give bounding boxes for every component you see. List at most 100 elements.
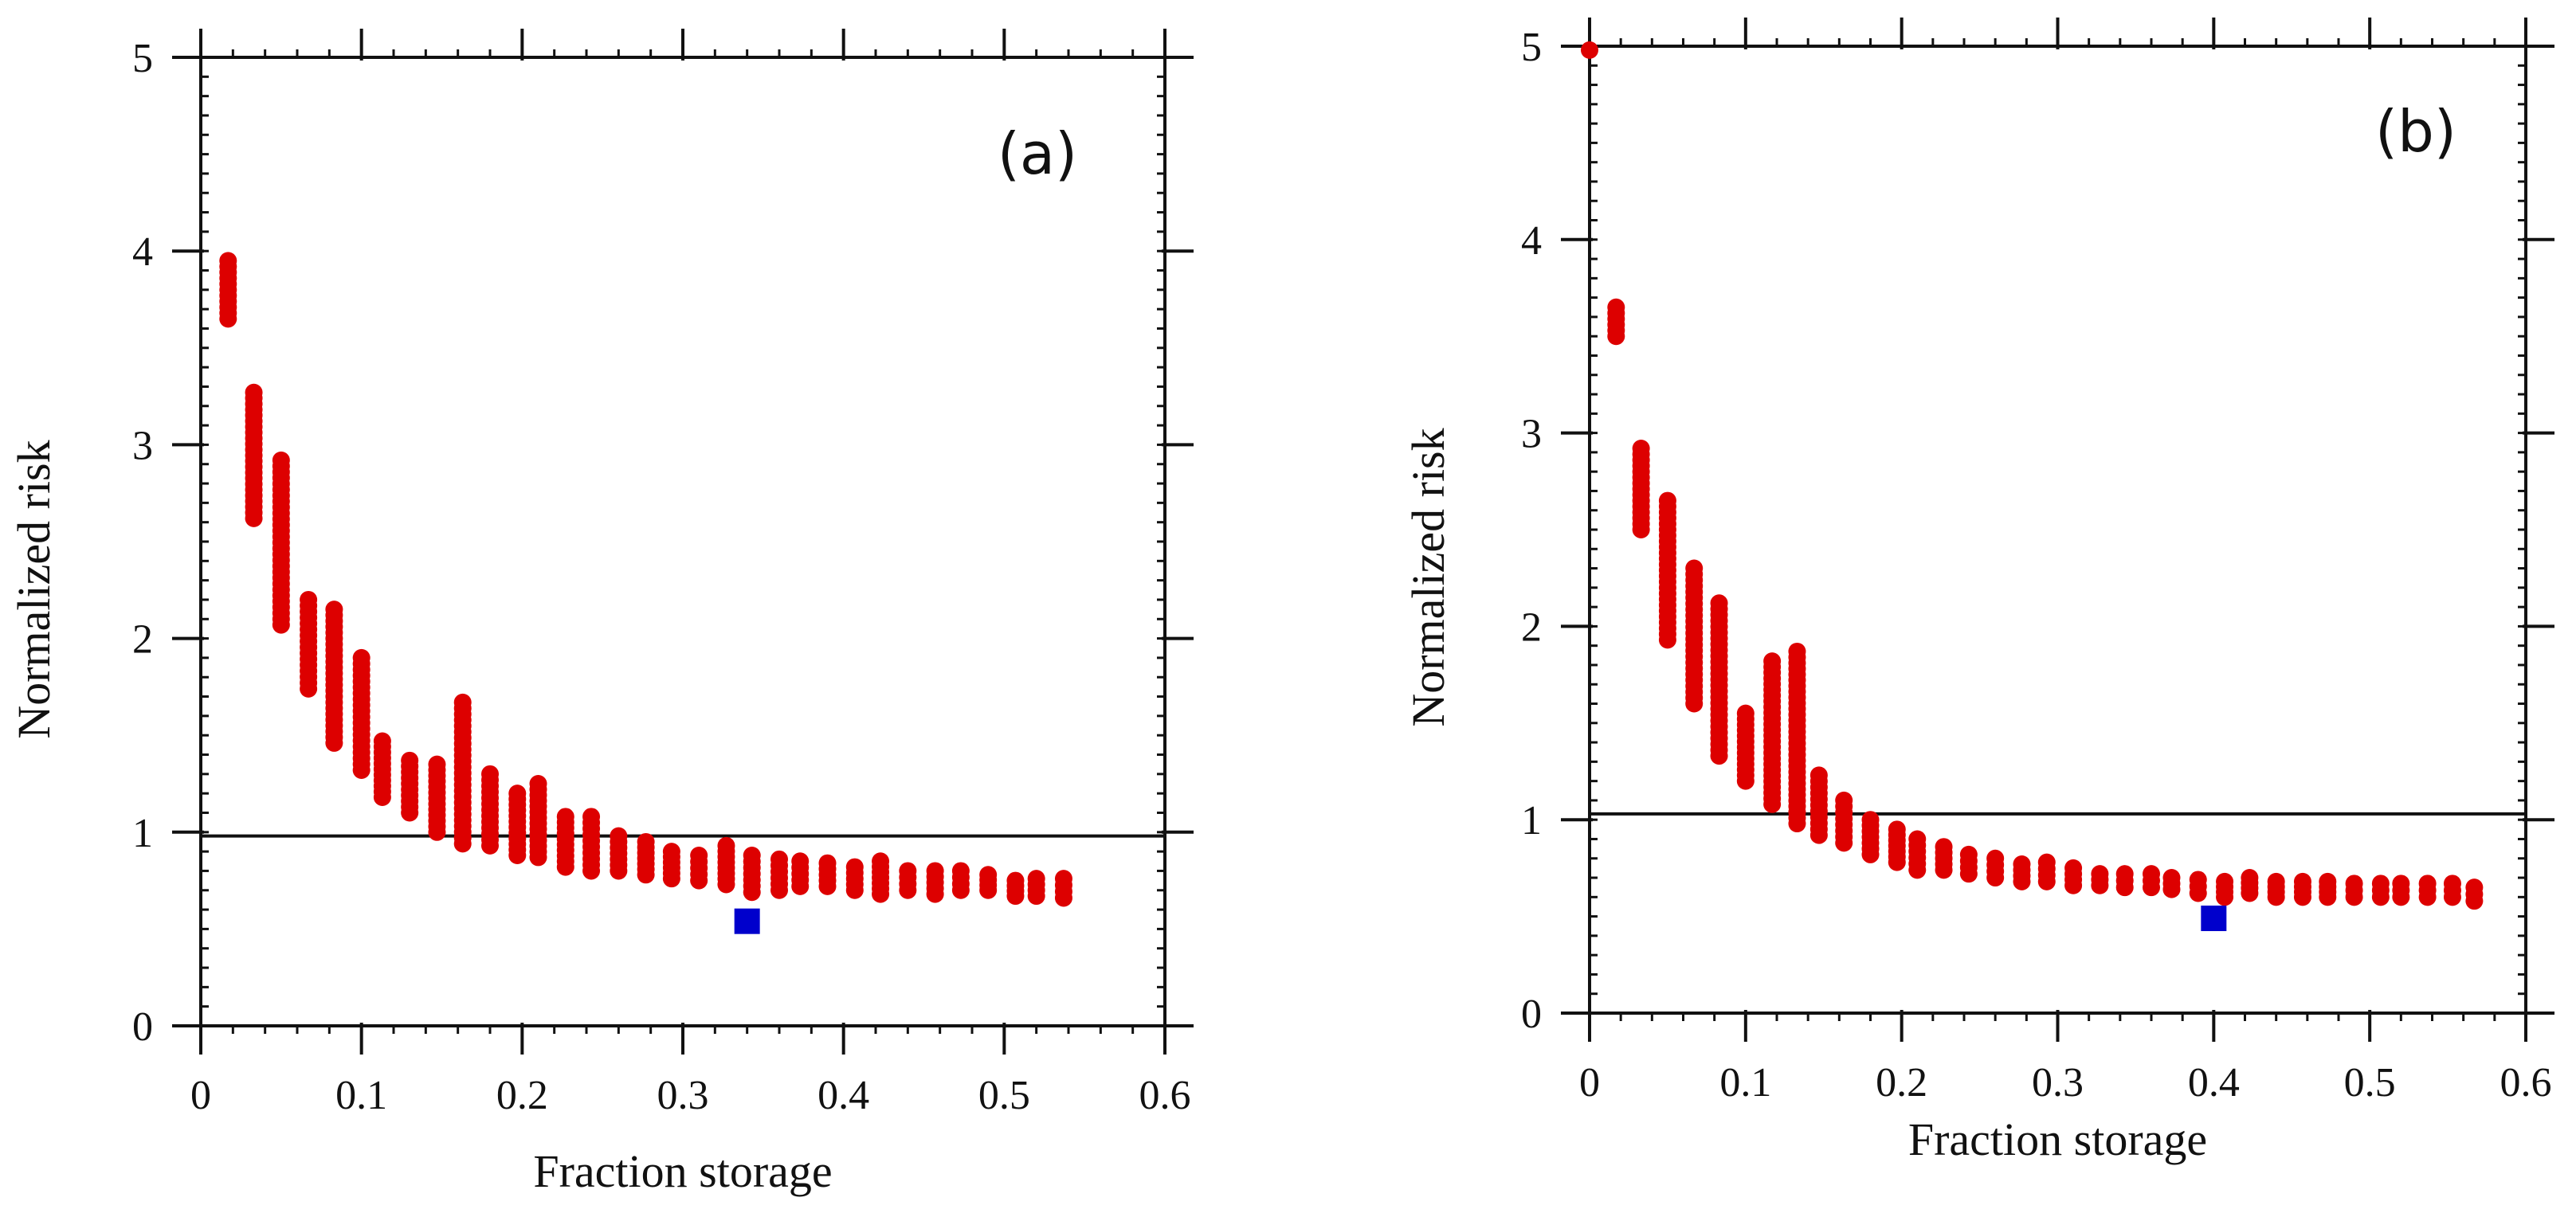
data-point xyxy=(899,862,917,880)
data-point xyxy=(1581,41,1598,59)
data-point xyxy=(2162,869,2181,887)
data-point xyxy=(481,765,499,783)
x-tick-label: 0.3 xyxy=(2032,1060,2084,1105)
data-point xyxy=(2037,853,2056,871)
data-point xyxy=(845,858,864,876)
data-point xyxy=(272,451,290,469)
x-tick-label: 0.5 xyxy=(978,1073,1030,1118)
x-tick-label: 0 xyxy=(190,1073,211,1118)
data-point xyxy=(1607,298,1625,316)
data-point xyxy=(979,866,998,884)
data-point xyxy=(582,808,601,826)
y-tick-label: 0 xyxy=(132,1004,153,1050)
panel-a: 0 0.1 0.2 0.3 0.4 0.5 0.6 0 1 2 3 4 5 (a) Fraction sto… xyxy=(8,29,1194,1197)
x-tick-label: 0 xyxy=(1579,1060,1600,1105)
data-point xyxy=(690,846,708,864)
data-point xyxy=(662,843,680,861)
data-point xyxy=(2267,872,2285,890)
data-point xyxy=(428,755,446,773)
data-point xyxy=(637,832,655,851)
x-tick-label: 0.5 xyxy=(2344,1060,2396,1105)
y-tick-label: 1 xyxy=(1521,798,1542,843)
y-tick-label: 3 xyxy=(1521,412,1542,457)
y-tick-label: 3 xyxy=(132,423,153,468)
data-point xyxy=(529,775,547,792)
x-tick-label: 0.6 xyxy=(2500,1060,2552,1105)
data-point xyxy=(1788,642,1806,660)
data-point xyxy=(2465,879,2484,897)
y-tick-label: 1 xyxy=(132,811,153,856)
data-point xyxy=(1632,440,1650,458)
data-point xyxy=(791,852,810,871)
data-point xyxy=(743,846,761,864)
data-point xyxy=(1658,491,1676,510)
panel-b: 0 0.1 0.2 0.3 0.4 0.5 0.6 0 1 2 3 4 5 (b) Fraction sto… xyxy=(1402,18,2554,1165)
y-tick-label: 2 xyxy=(1521,605,1542,650)
panel-label: (a) xyxy=(998,120,1077,187)
data-point xyxy=(352,648,371,667)
data-point xyxy=(2392,875,2410,893)
data-point xyxy=(1027,870,1045,888)
data-point xyxy=(2143,865,2160,883)
data-point xyxy=(1809,766,1828,785)
data-point xyxy=(1763,652,1782,671)
data-point xyxy=(951,862,970,880)
y-tick-label: 4 xyxy=(1521,218,1542,264)
data-point xyxy=(1835,791,1853,809)
data-point xyxy=(508,785,527,803)
data-point xyxy=(2013,855,2031,874)
data-point xyxy=(2418,875,2437,893)
data-point xyxy=(2319,872,2337,890)
data-point xyxy=(818,854,837,872)
x-tick-label: 0.1 xyxy=(1719,1060,1771,1105)
data-point xyxy=(373,732,391,750)
data-point xyxy=(300,590,318,608)
data-point xyxy=(2091,865,2109,883)
data-point xyxy=(453,693,472,711)
data-point xyxy=(872,852,890,871)
data-point xyxy=(1986,849,2005,867)
plot-frame xyxy=(1588,45,2527,1015)
data-point xyxy=(2293,872,2311,890)
x-tick-label: 0.4 xyxy=(817,1073,869,1118)
data-point xyxy=(926,862,944,880)
data-point xyxy=(556,808,574,826)
optimum-marker xyxy=(2201,906,2227,932)
y-tick-label: 5 xyxy=(132,36,153,81)
data-point xyxy=(1710,594,1728,612)
data-point xyxy=(219,252,237,270)
data-point xyxy=(245,383,263,401)
data-point xyxy=(325,601,343,619)
x-tick-label: 0.4 xyxy=(2188,1060,2240,1105)
data-point xyxy=(1006,871,1025,890)
x-tick-label: 0.1 xyxy=(335,1073,387,1118)
x-axis-label: Fraction storage xyxy=(533,1145,832,1197)
data-point xyxy=(2443,875,2461,893)
x-tick-label: 0.3 xyxy=(657,1073,709,1118)
data-point xyxy=(1908,830,1927,848)
data-point xyxy=(2371,875,2390,893)
data-point xyxy=(2189,871,2207,889)
data-point xyxy=(2241,869,2259,887)
data-point xyxy=(2345,875,2363,893)
data-point xyxy=(2115,865,2134,883)
data-point xyxy=(770,850,788,868)
data-point xyxy=(2064,859,2083,877)
y-axis-label: Normalized risk xyxy=(1402,428,1454,726)
data-point xyxy=(401,751,419,769)
x-tick-label: 0.6 xyxy=(1139,1073,1191,1118)
data-point xyxy=(1736,704,1755,722)
data-point xyxy=(2216,872,2234,890)
data-point xyxy=(1685,559,1704,577)
optimum-marker xyxy=(734,908,760,934)
x-tick-label: 0.2 xyxy=(1876,1060,1927,1105)
y-tick-label: 0 xyxy=(1521,992,1542,1037)
x-axis-label: Fraction storage xyxy=(1908,1113,2207,1165)
y-axis-label: Normalized risk xyxy=(8,440,60,738)
data-point xyxy=(1959,845,1978,863)
data-point xyxy=(1861,811,1880,829)
panel-label: (b) xyxy=(2375,98,2456,165)
data-point xyxy=(717,836,735,855)
data-point xyxy=(1935,838,1953,856)
